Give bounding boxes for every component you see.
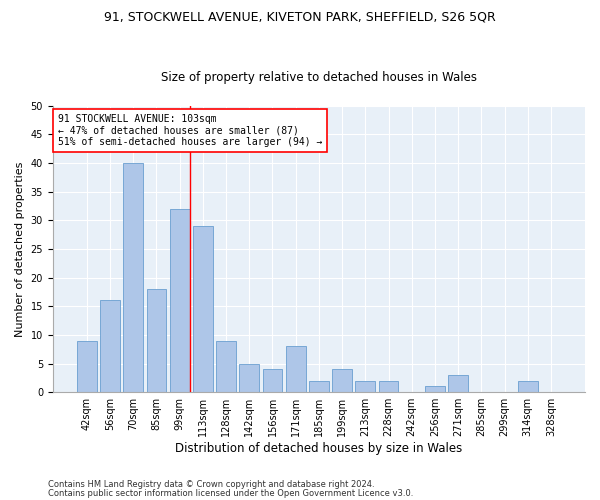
Bar xyxy=(518,380,538,392)
Bar xyxy=(77,340,97,392)
Bar xyxy=(263,370,283,392)
Bar xyxy=(425,386,445,392)
Bar xyxy=(379,380,398,392)
Bar xyxy=(124,163,143,392)
Bar xyxy=(332,370,352,392)
Bar xyxy=(239,364,259,392)
Y-axis label: Number of detached properties: Number of detached properties xyxy=(15,161,25,336)
Bar xyxy=(146,289,166,392)
Text: Contains HM Land Registry data © Crown copyright and database right 2024.: Contains HM Land Registry data © Crown c… xyxy=(48,480,374,489)
X-axis label: Distribution of detached houses by size in Wales: Distribution of detached houses by size … xyxy=(175,442,463,455)
Bar xyxy=(286,346,305,392)
Title: Size of property relative to detached houses in Wales: Size of property relative to detached ho… xyxy=(161,70,477,84)
Bar xyxy=(355,380,375,392)
Bar xyxy=(170,208,190,392)
Bar xyxy=(309,380,329,392)
Text: 91, STOCKWELL AVENUE, KIVETON PARK, SHEFFIELD, S26 5QR: 91, STOCKWELL AVENUE, KIVETON PARK, SHEF… xyxy=(104,10,496,23)
Bar xyxy=(193,226,213,392)
Bar xyxy=(448,375,468,392)
Text: Contains public sector information licensed under the Open Government Licence v3: Contains public sector information licen… xyxy=(48,488,413,498)
Bar xyxy=(100,300,120,392)
Text: 91 STOCKWELL AVENUE: 103sqm
← 47% of detached houses are smaller (87)
51% of sem: 91 STOCKWELL AVENUE: 103sqm ← 47% of det… xyxy=(58,114,322,148)
Bar xyxy=(216,340,236,392)
